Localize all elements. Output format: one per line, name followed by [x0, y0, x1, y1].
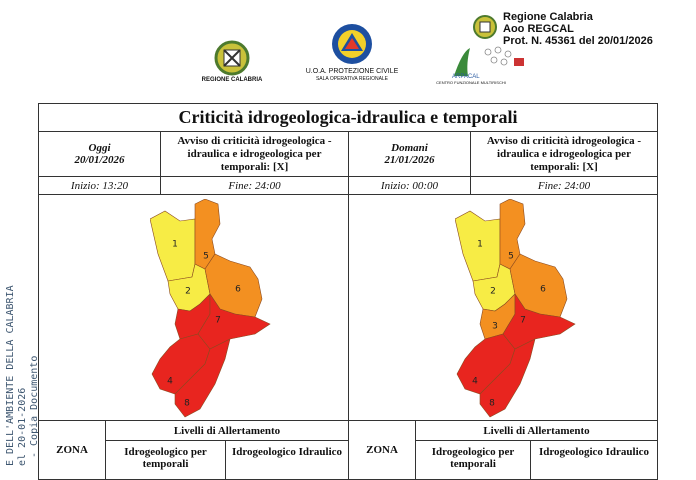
- start: Inizio: 13:20: [38, 176, 161, 195]
- logo-label: ARPACAL: [452, 74, 480, 80]
- logo-protezione-civile: [332, 24, 372, 64]
- level-column: Idrogeologico Idraulico: [530, 440, 658, 480]
- zone-label: 3: [492, 322, 498, 332]
- zone-area: [197, 293, 271, 350]
- start: Inizio: 00:00: [348, 176, 471, 195]
- date: 21/01/2026: [384, 154, 435, 166]
- zone-area: [174, 338, 231, 418]
- zone-area: [194, 199, 221, 270]
- end: Fine: 24:00: [160, 176, 349, 195]
- page: REGIONE CALABRIA U.O.A. PROTEZIONE CIVIL…: [5, 11, 658, 480]
- map-cell: 1 2 3 4 5 6 7 8: [348, 194, 658, 421]
- zone-area: [502, 293, 576, 350]
- zone-label: 1: [477, 240, 483, 250]
- watermark-line: E DELL'AMBIENTE DELLA CALABRIA: [5, 285, 16, 466]
- logo-sublabel: CENTRO FUNZIONALE MULTIRISCHI: [436, 80, 506, 85]
- zone-area: [479, 338, 536, 418]
- logo-sublabel: SALA OPERATIVA REGIONALE: [315, 76, 389, 82]
- zone-area: [499, 199, 526, 270]
- stamp-line: Regione Calabria: [503, 11, 593, 23]
- zone-label: 2: [490, 287, 496, 297]
- level-column: Idrogeologico per temporali: [415, 440, 531, 480]
- notice: Avviso di criticità idrogeologica - idra…: [470, 131, 658, 177]
- level-column: Idrogeologico per temporali: [105, 440, 226, 480]
- levels-header: Livelli di Allertamento: [415, 420, 658, 441]
- zone-label: 8: [489, 399, 495, 409]
- zone-label: 5: [203, 252, 209, 262]
- zone-label: 6: [540, 285, 546, 295]
- logo-label: REGIONE CALABRIA: [201, 77, 263, 83]
- map: 1 2 3 4 5 6 7 8: [455, 199, 576, 418]
- day: Domani: [391, 142, 428, 154]
- zone-label: 4: [472, 377, 478, 387]
- watermark-line: el 20-01-2026: [17, 387, 28, 466]
- zone-label: 8: [184, 399, 190, 409]
- logo-arpacal: [454, 46, 524, 76]
- title: Criticità idrogeologica-idraulica e temp…: [38, 103, 658, 132]
- map-cell: 1 2 4 5 6 7 8: [38, 194, 349, 421]
- logo-stamp: [473, 15, 497, 39]
- zone-label: 1: [172, 240, 178, 250]
- zone-label: 7: [520, 316, 526, 326]
- stamp-line: Aoo REGCAL: [503, 23, 574, 35]
- date: 20/01/2026: [74, 154, 125, 166]
- day-cell: Domani 21/01/2026: [348, 131, 471, 177]
- zone-label: 6: [235, 285, 241, 295]
- map: 1 2 4 5 6 7 8: [150, 199, 271, 418]
- level-column: Idrogeologico Idraulico: [225, 440, 349, 480]
- stamp-line: Prot. N. 45361 del 20/01/2026: [503, 35, 653, 47]
- levels-header: Livelli di Allertamento: [105, 420, 349, 441]
- end: Fine: 24:00: [470, 176, 658, 195]
- day: Oggi: [88, 142, 111, 154]
- zone-header: ZONA: [38, 420, 106, 480]
- zone-label: 5: [508, 252, 514, 262]
- day-cell: Oggi 20/01/2026: [38, 131, 161, 177]
- zone-label: 7: [215, 316, 221, 326]
- zone-label: 4: [167, 377, 173, 387]
- notice: Avviso di criticità idrogeologica - idra…: [160, 131, 349, 177]
- logo-label: U.O.A. PROTEZIONE CIVILE: [305, 68, 399, 75]
- zone-header: ZONA: [348, 420, 416, 480]
- zone-label: 2: [185, 287, 191, 297]
- logo-regione: [214, 40, 250, 76]
